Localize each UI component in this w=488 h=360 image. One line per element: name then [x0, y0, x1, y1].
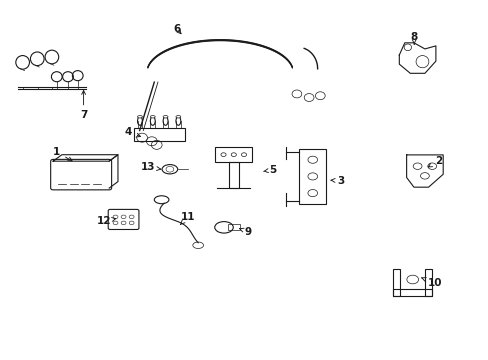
Bar	[227, 225, 240, 230]
Bar	[228, 162, 239, 188]
Bar	[425, 269, 431, 296]
Text: 8: 8	[410, 32, 417, 44]
Text: 2: 2	[427, 156, 441, 167]
Text: 11: 11	[180, 212, 195, 224]
Bar	[215, 147, 251, 162]
Ellipse shape	[137, 116, 142, 118]
Bar	[392, 289, 431, 296]
Text: 12: 12	[97, 216, 116, 226]
Text: 7: 7	[80, 91, 87, 121]
Text: 9: 9	[239, 227, 251, 237]
Ellipse shape	[176, 116, 181, 118]
Text: 4: 4	[124, 127, 140, 137]
Text: 3: 3	[330, 176, 344, 186]
Ellipse shape	[150, 116, 155, 118]
Text: 13: 13	[141, 162, 161, 172]
Text: 6: 6	[173, 24, 181, 35]
Bar	[299, 149, 325, 204]
Text: 5: 5	[263, 165, 276, 175]
Ellipse shape	[163, 116, 168, 118]
Text: 1: 1	[53, 147, 72, 161]
Bar	[133, 128, 184, 141]
Text: 10: 10	[421, 278, 441, 288]
Bar	[392, 269, 399, 296]
